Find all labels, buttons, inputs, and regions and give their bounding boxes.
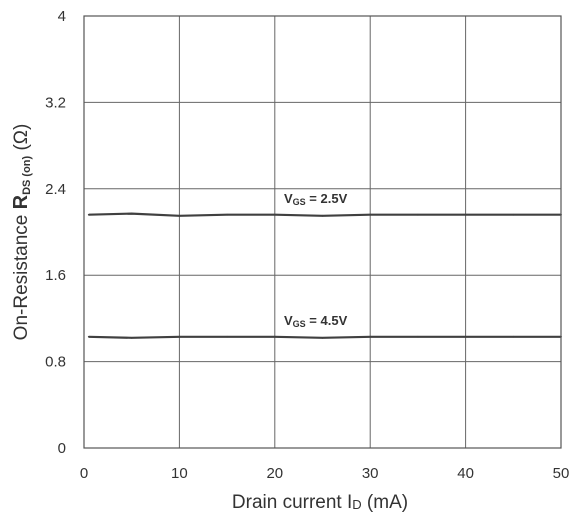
y-tick-label: 1.6 — [45, 267, 66, 284]
x-tick-labels: 0 10 20 30 40 50 — [80, 465, 570, 482]
data-point — [464, 213, 467, 216]
series-annotation-1: VGS = 4.5V — [284, 313, 348, 329]
data-point — [321, 336, 324, 339]
x-tick-label: 50 — [553, 465, 570, 482]
y-tick-label: 4 — [58, 8, 66, 25]
data-point — [321, 214, 324, 217]
data-point — [226, 213, 229, 216]
grid-lines — [83, 15, 562, 449]
plot-frame — [83, 15, 562, 449]
y-tick-label: 0 — [58, 440, 66, 457]
data-point — [87, 335, 90, 338]
data-point — [273, 335, 276, 338]
data-point — [226, 335, 229, 338]
y-tick-labels: 0 0.8 1.6 2.4 3.2 4 — [45, 8, 66, 457]
data-point — [512, 335, 515, 338]
data-point — [369, 335, 372, 338]
data-point — [130, 336, 133, 339]
series-annotation-0: VGS = 2.5V — [284, 191, 348, 207]
x-tick-label: 10 — [171, 465, 188, 482]
x-tick-label: 30 — [362, 465, 379, 482]
x-tick-label: 40 — [457, 465, 474, 482]
x-tick-label: 0 — [80, 465, 88, 482]
y-tick-label: 0.8 — [45, 354, 66, 371]
x-axis-title: Drain current ID (mA) — [232, 492, 408, 513]
y-tick-label: 3.2 — [45, 94, 66, 111]
data-point — [417, 213, 419, 216]
data-point — [178, 335, 181, 338]
y-axis-title: On-Resistance RDS (on) (Ω) — [10, 124, 33, 341]
x-tick-label: 20 — [266, 465, 283, 482]
series-line-1 — [88, 335, 561, 339]
series-lines — [87, 212, 562, 339]
data-point — [178, 214, 181, 217]
data-point — [273, 213, 276, 216]
data-point — [417, 335, 419, 338]
data-point — [87, 213, 90, 216]
data-point — [130, 212, 133, 215]
series-line-0 — [88, 212, 561, 217]
y-tick-label: 2.4 — [45, 181, 66, 198]
data-point — [369, 213, 372, 216]
series-annotations: VGS = 2.5V VGS = 4.5V — [284, 191, 348, 329]
data-point — [512, 213, 515, 216]
data-point — [464, 335, 467, 338]
